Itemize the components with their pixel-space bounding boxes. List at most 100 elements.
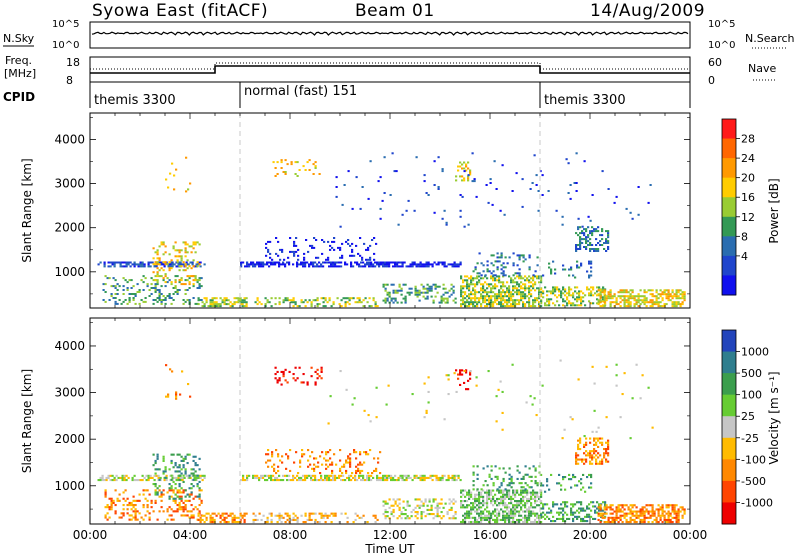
velocity-panel-cell	[577, 378, 580, 381]
velocity-panel-cell	[464, 516, 467, 519]
velocity-panel-cell	[544, 517, 547, 520]
power-panel-cell	[295, 250, 298, 253]
power-panel-cell	[270, 263, 273, 266]
velocity-panel-cell	[142, 518, 145, 521]
velocity-panel-cell	[199, 516, 202, 519]
velocity-panel-cell	[659, 518, 662, 521]
power-panel-cell	[126, 287, 129, 289]
velocity-panel-cell	[536, 491, 539, 494]
power-panel-cell	[502, 270, 505, 273]
power-panel-cell	[292, 301, 295, 304]
power-panel-cell	[322, 265, 325, 268]
velocity-panel-cell	[514, 506, 517, 509]
velocity-panel-cell	[508, 516, 511, 519]
velocity-panel-cell	[478, 514, 481, 517]
velocity-panel-cell	[123, 474, 126, 477]
power-panel-cell	[651, 299, 654, 302]
power-panel-cell	[416, 291, 419, 294]
velocity-panel-cell	[508, 510, 511, 513]
velocity-panel-cell	[192, 485, 195, 488]
velocity-panel-cell	[184, 457, 187, 460]
velocity-panel-cell	[514, 493, 517, 496]
power-panel-cell	[308, 299, 311, 302]
power-panel-cell	[296, 263, 299, 266]
power-panel-cell	[102, 283, 105, 286]
power-panel-cell	[566, 292, 569, 295]
power-panel-cell	[470, 277, 473, 280]
velocity-panel-cell	[221, 514, 224, 517]
velocity-panel-cell	[649, 514, 652, 517]
power-panel-cell	[645, 301, 648, 304]
velocity-panel-cell	[362, 476, 365, 479]
velocity-panel-cell	[429, 474, 432, 477]
power-panel-cell	[184, 279, 187, 282]
velocity-panel-cell	[178, 489, 181, 492]
power-panel-cell	[213, 297, 216, 300]
velocity-panel-cell	[126, 508, 129, 511]
velocity-panel-cell	[586, 515, 589, 518]
power-panel-cell	[516, 272, 519, 275]
velocity-panel-cell	[599, 460, 602, 463]
power-panel-cell	[493, 160, 496, 163]
power-panel-cell	[520, 291, 523, 294]
velocity-panel-cell	[198, 504, 201, 507]
velocity-panel-cell	[580, 517, 583, 520]
velocity-panel-cell	[601, 514, 604, 517]
power-panel-cell	[494, 274, 497, 277]
velocity-panel-cell	[454, 517, 457, 520]
power-panel-cell	[203, 303, 206, 306]
velocity-panel-cell	[530, 493, 533, 496]
power-panel-cell	[467, 175, 470, 178]
velocity-panel-cell	[494, 465, 497, 468]
velocity-panel-cell	[490, 491, 493, 494]
velocity-panel-cell	[468, 514, 471, 517]
power-panel-cell	[536, 256, 539, 259]
power-panel-cell	[198, 285, 201, 288]
power-panel-cell	[265, 254, 268, 257]
velocity-panel-cell	[639, 510, 642, 513]
velocity-panel-cell	[316, 521, 319, 524]
power-panel-cell	[114, 285, 117, 288]
velocity-panel-cell	[170, 453, 173, 456]
velocity-panel-cell	[653, 514, 656, 517]
velocity-panel-cell	[577, 445, 580, 448]
power-panel-cell	[333, 240, 336, 243]
power-panel-cell	[514, 277, 517, 280]
velocity-panel-cell	[243, 514, 246, 517]
velocity-panel-cell	[502, 512, 505, 515]
velocity-panel-cell	[530, 504, 533, 507]
velocity-panel-cell	[469, 371, 472, 374]
velocity-panel-cell	[603, 454, 606, 457]
power-panel-cell	[538, 301, 541, 304]
velocity-panel-cell	[534, 518, 537, 521]
power-panel-cell	[187, 188, 190, 191]
power-panel-cell	[540, 300, 543, 303]
power-panel-cell	[512, 301, 515, 304]
velocity-panel-cell	[382, 500, 385, 503]
velocity-panel-cell	[439, 479, 442, 482]
power-panel-cell	[465, 165, 468, 168]
velocity-panel-cell	[506, 489, 509, 492]
velocity-panel-cell	[454, 500, 457, 503]
velocity-panel-cell	[665, 504, 668, 507]
velocity-panel-cell	[427, 401, 430, 404]
power-panel-cell	[528, 301, 531, 304]
velocity-panel-cell	[188, 499, 191, 502]
power-panel-cell	[355, 244, 358, 247]
velocity-panel-cell	[274, 479, 277, 482]
velocity-panel-cell	[450, 506, 453, 509]
power-panel-cell	[484, 295, 487, 298]
velocity-panel-cell	[544, 490, 547, 493]
velocity-panel-cell	[118, 516, 121, 519]
power-panel-cell	[384, 297, 387, 300]
velocity-panel-cell	[589, 462, 592, 465]
power-panel-cell	[460, 291, 463, 294]
power-panel-cell	[597, 230, 600, 233]
velocity-panel-cell	[265, 461, 268, 464]
power-panel-cell	[585, 230, 588, 233]
power-panel-cell	[141, 265, 144, 268]
velocity-panel-cell	[611, 518, 614, 521]
velocity-panel-cell	[262, 476, 265, 479]
power-panel-cell	[476, 283, 479, 286]
power-panel-cell	[380, 263, 383, 266]
